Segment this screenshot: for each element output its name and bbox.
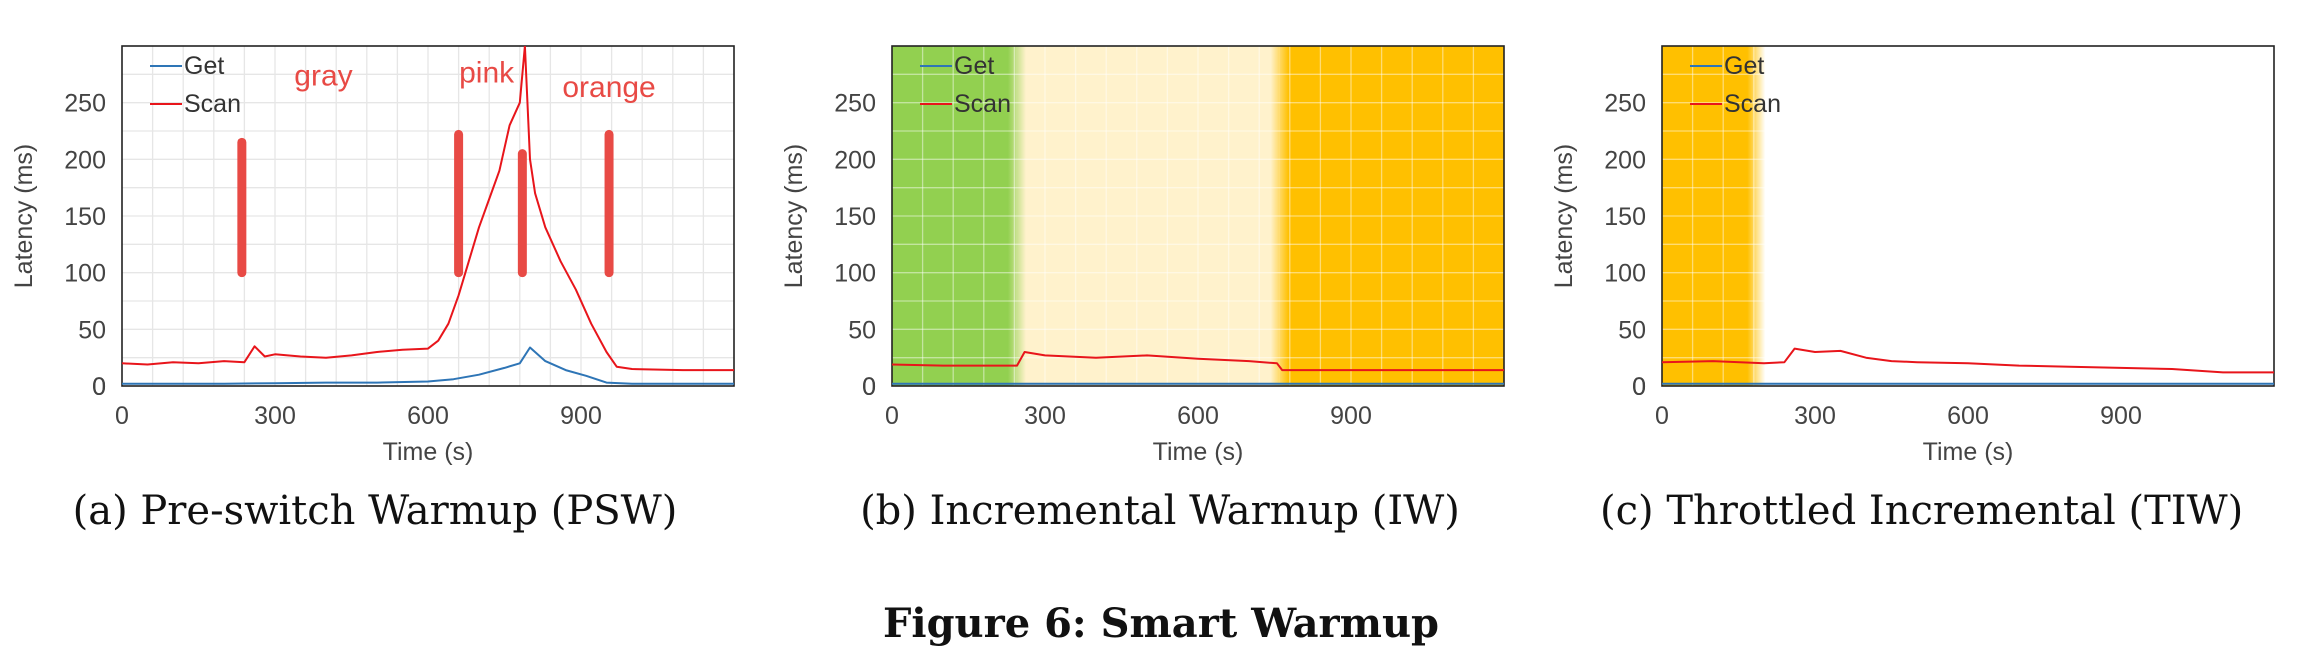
plot-frame <box>1661 45 2275 387</box>
x-tick-label: 300 <box>1024 402 1066 430</box>
bg-region-1 <box>1662 46 1771 386</box>
y-tick-label: 200 <box>1604 146 1646 174</box>
legend-label-scan: Scan <box>184 90 241 118</box>
y-axis-label: Latency (ms) <box>10 144 38 288</box>
x-tick-label: 600 <box>407 402 449 430</box>
x-tick-label: 300 <box>254 402 296 430</box>
series-line-scan <box>1662 347 2274 374</box>
bg-region-2 <box>1016 46 1280 386</box>
y-tick-label: 250 <box>64 90 106 118</box>
y-tick-label: 150 <box>834 203 876 231</box>
x-tick-label: 900 <box>2100 402 2142 430</box>
y-tick-label: 0 <box>92 373 106 401</box>
y-tick-label: 150 <box>64 203 106 231</box>
y-tick-label: 0 <box>862 373 876 401</box>
y-tick-label: 200 <box>64 146 106 174</box>
y-tick-label: 50 <box>1618 316 1646 344</box>
x-axis-label: Time (s) <box>1153 438 1244 466</box>
x-tick-label: 900 <box>1330 402 1372 430</box>
y-tick-label: 100 <box>834 260 876 288</box>
annotation-orange: orange <box>562 71 655 104</box>
y-tick-label: 250 <box>834 90 876 118</box>
y-tick-label: 50 <box>78 316 106 344</box>
plot-frame <box>891 45 1505 387</box>
caption-a: (a) Pre-switch Warmup (PSW) <box>72 488 678 534</box>
annotation-gray: gray <box>294 60 352 93</box>
caption-c: (c) Throttled Incremental (TIW) <box>1600 488 2244 534</box>
y-tick-label: 50 <box>848 316 876 344</box>
legend-label-scan: Scan <box>1724 90 1781 118</box>
chart-a: gray pink orange Get Scan 0 300 600 900 0 50 100 150… <box>10 45 735 466</box>
x-axis-label: Time (s) <box>1923 438 2014 466</box>
annotation-pink: pink <box>459 56 515 89</box>
x-tick-label: 0 <box>885 402 899 430</box>
legend-label-get: Get <box>954 52 994 80</box>
x-tick-label: 900 <box>560 402 602 430</box>
plot-frame <box>121 45 735 387</box>
y-axis-label: Latency (ms) <box>780 144 808 288</box>
legend-label-get: Get <box>184 52 224 80</box>
y-tick-label: 100 <box>1604 260 1646 288</box>
series-line-scan <box>122 46 734 372</box>
legend-label-scan: Scan <box>954 90 1011 118</box>
x-tick-label: 600 <box>1947 402 1989 430</box>
y-tick-label: 0 <box>92 373 106 401</box>
y-tick-label: 250 <box>1604 90 1646 118</box>
bg-region-1 <box>892 46 1017 386</box>
x-tick-label: 0 <box>115 402 129 430</box>
bg-region-3 <box>1279 46 1504 386</box>
y-axis-label: Latency (ms) <box>1550 144 1578 288</box>
figure-title: Figure 6: Smart Warmup <box>882 600 1440 647</box>
y-tick-label: 100 <box>64 260 106 288</box>
x-tick-label: 600 <box>1177 402 1219 430</box>
x-axis-label: Time (s) <box>383 438 474 466</box>
y-tick-label: 0 <box>1632 373 1646 401</box>
caption-b: (b) Incremental Warmup (IW) <box>860 488 1460 534</box>
series-line-scan <box>892 351 1504 372</box>
x-tick-label: 0 <box>1655 402 1669 430</box>
series-line-get <box>122 346 734 385</box>
y-tick-label: 150 <box>1604 203 1646 231</box>
legend-label-get: Get <box>1724 52 1764 80</box>
y-tick-label: 0 <box>1632 373 1646 401</box>
y-tick-label: 200 <box>834 146 876 174</box>
x-tick-label: 300 <box>1794 402 1836 430</box>
y-tick-label: 0 <box>862 373 876 401</box>
